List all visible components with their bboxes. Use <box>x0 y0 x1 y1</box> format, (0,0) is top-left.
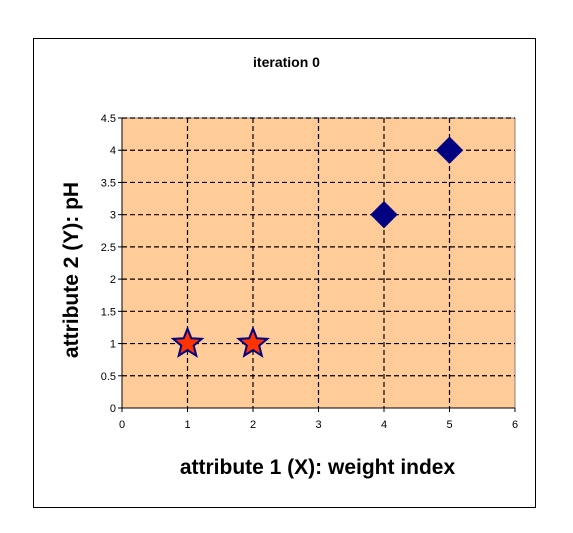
star-marker <box>170 325 205 358</box>
x-axis-label: attribute 1 (X): weight index <box>179 456 456 479</box>
y-tick-label: 3.5 <box>101 177 116 189</box>
y-tick-label: 4.5 <box>101 113 116 125</box>
x-tick-label: 6 <box>512 419 518 431</box>
y-tick-label: 3 <box>110 210 116 222</box>
x-tick-label: 2 <box>250 419 256 431</box>
x-tick-label: 5 <box>446 419 452 431</box>
diamond-marker <box>435 136 464 164</box>
y-tick-label: 2 <box>110 274 116 286</box>
x-tick-label: 3 <box>315 419 321 431</box>
y-tick-label: 0.5 <box>101 371 116 383</box>
x-tick-label: 0 <box>119 419 125 431</box>
y-tick-label: 0 <box>110 403 116 415</box>
y-axis-label: attribute 2 (Y): pH <box>60 181 83 359</box>
star-marker <box>236 325 270 358</box>
x-tick-label: 1 <box>184 419 190 431</box>
chart-title: iteration 0 <box>253 54 320 70</box>
x-tick-label: 4 <box>381 419 387 431</box>
diamond-marker <box>370 200 398 229</box>
y-tick-label: 1.5 <box>101 306 116 318</box>
y-tick-label: 2.5 <box>101 242 116 254</box>
y-tick-label: 4 <box>110 145 116 157</box>
y-tick-label: 1 <box>110 339 116 351</box>
